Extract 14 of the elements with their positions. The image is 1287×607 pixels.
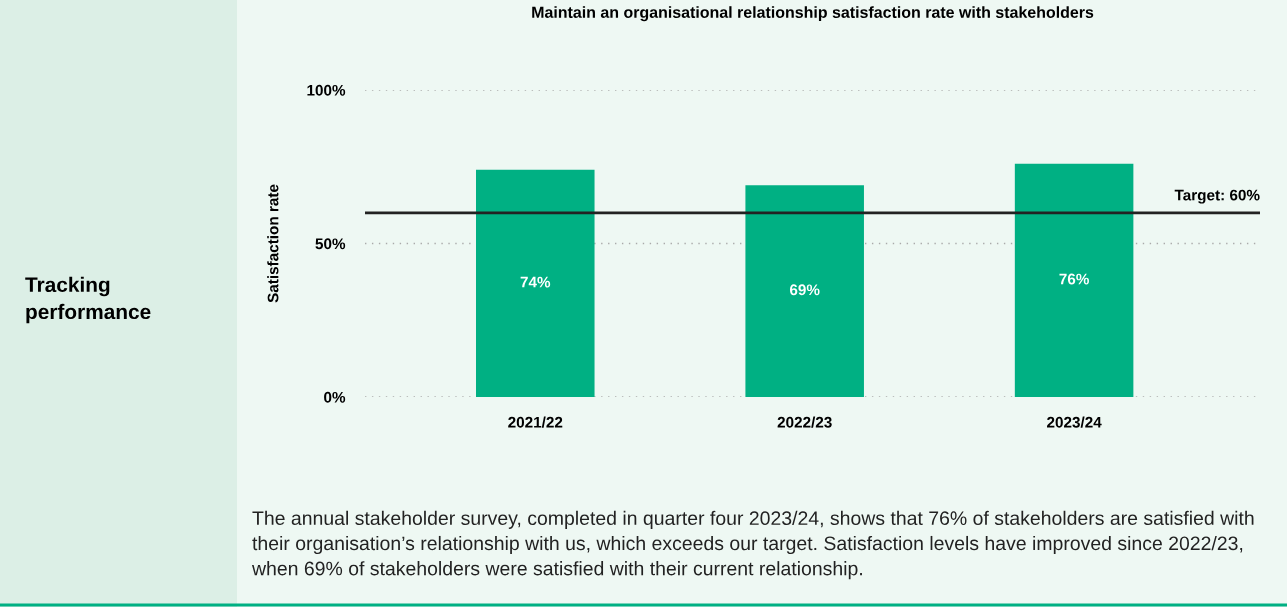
chart-title: Maintain an organisational relationship satisfaction rate with stakeholders: [532, 6, 1094, 22]
data-label: 69%: [789, 284, 820, 296]
x-tick-label: 2022/23: [777, 416, 832, 428]
text: The annual stakeholder survey, completed in quarter four 2023/24, shows that 76% of stakeholders are satisfied with their organisation’s relationship with us, which exceeds our target. Satisfaction levels have improved since 2022/23, when 69% of stakeholders were satisfied with their current relationship.: [251, 510, 1254, 580]
x-tick-label: 2023/24: [1047, 416, 1102, 428]
x-tick-label: 2021/22: [508, 416, 563, 428]
text: Tracking performance: [25, 276, 151, 324]
y-axis-title: Satisfaction rate: [267, 184, 279, 303]
data-label: 76%: [1059, 273, 1089, 285]
y-tick-label: 0%: [324, 391, 346, 403]
ref-line-label: Target: 60%: [1174, 189, 1260, 204]
y-tick-label: 50%: [315, 238, 346, 250]
data-label: 74%: [520, 276, 551, 288]
y-tick-label: 100%: [307, 84, 346, 96]
